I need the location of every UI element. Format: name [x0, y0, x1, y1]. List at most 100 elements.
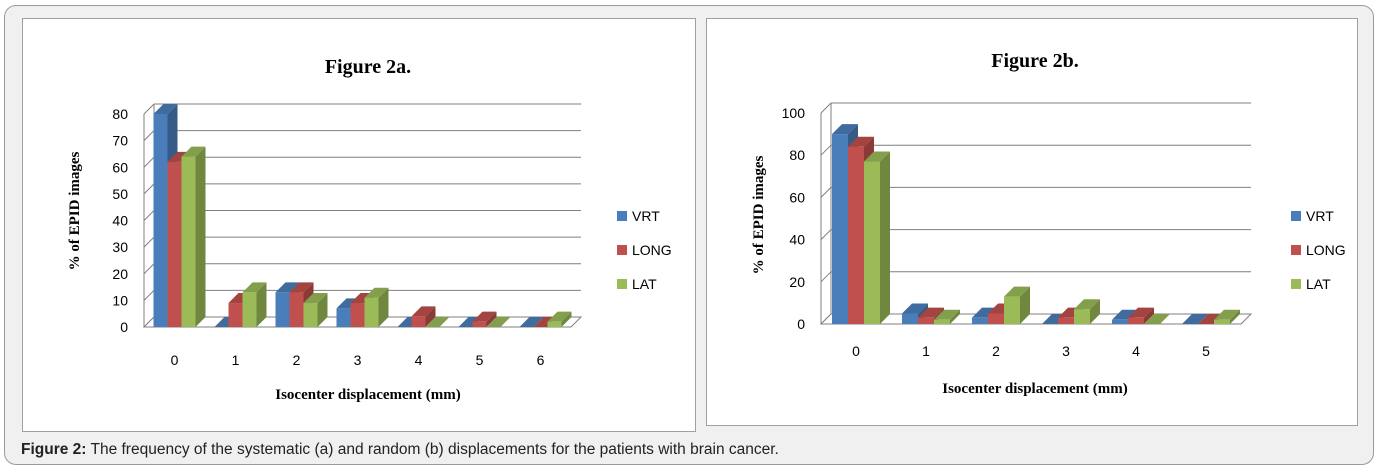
legend-label-long: LONG	[632, 242, 672, 258]
x-tick-label: 0	[852, 343, 860, 359]
bar-front	[364, 297, 379, 327]
x-tick-label: 2	[293, 352, 301, 368]
y-tick-label: 10	[112, 292, 128, 308]
y-tick-label: 100	[782, 105, 806, 121]
legend-label-vrt: VRT	[1306, 208, 1334, 224]
bar-side	[1020, 286, 1030, 324]
bar-top	[934, 309, 960, 320]
x-tick-label: 5	[476, 352, 484, 368]
bar-top	[486, 317, 511, 327]
gridline-side	[143, 183, 155, 195]
bar-side	[1090, 299, 1100, 324]
gridline-side	[143, 236, 155, 248]
bar-top	[1214, 309, 1240, 320]
bar-front	[472, 321, 487, 327]
x-tick-label: 4	[1132, 343, 1140, 359]
gridline-side	[820, 102, 832, 114]
chart-panel-2a: Figure 2a. 0 10 20 30 40 50 60 70 80 0 1 2 3 4 5 6 Isocen…	[22, 18, 696, 432]
x-tick-label: 3	[1062, 343, 1070, 359]
bar-top	[411, 306, 436, 317]
y-tick-label: 0	[797, 316, 805, 332]
chart-title: Figure 2a.	[325, 56, 411, 78]
gridline-side	[143, 130, 155, 141]
y-tick-label: 20	[112, 266, 128, 282]
bar-top	[832, 124, 858, 135]
bar-side	[950, 309, 960, 324]
bar-top	[303, 293, 328, 304]
y-tick-label: 40	[789, 232, 805, 248]
chart-2a: Figure 2a. 0 10 20 30 40 50 60 70 80 0 1 2 3 4 5 6 Isocen…	[67, 56, 672, 403]
figure-caption: Figure 2: The frequency of the systemati…	[21, 441, 779, 459]
y-tick-label: 70	[112, 133, 128, 149]
legend-label-lat: LAT	[1306, 276, 1331, 292]
bar-front	[1214, 319, 1230, 324]
bar-top	[242, 282, 267, 293]
bar-front	[848, 146, 864, 324]
bar-front	[832, 134, 848, 324]
bar-lat-6	[547, 311, 572, 327]
caption-label: Figure 2:	[21, 441, 87, 458]
y-tick-label: 80	[112, 106, 128, 122]
bar-top	[289, 282, 314, 293]
bar-front	[167, 161, 182, 327]
bar-front	[918, 317, 934, 324]
gridline-side	[820, 144, 832, 156]
bar-top	[425, 317, 450, 327]
gridline-side	[143, 156, 155, 168]
bar-side	[256, 282, 267, 327]
bar-side	[425, 306, 436, 327]
bar-side	[486, 311, 497, 327]
legend-swatch-vrt	[1291, 211, 1301, 221]
bar-top	[1144, 314, 1170, 324]
bar-front	[1112, 319, 1128, 324]
bar-front	[275, 292, 290, 327]
bar-front	[1074, 309, 1090, 324]
bar-front	[988, 313, 1004, 324]
bar-top	[472, 311, 497, 322]
bar-top	[547, 311, 572, 322]
bar-long-4	[411, 306, 436, 327]
y-tick-label: 60	[789, 189, 805, 205]
chart-title: Figure 2b.	[991, 50, 1078, 72]
legend-label-vrt: VRT	[632, 208, 660, 224]
bar-front	[547, 321, 562, 327]
bar-lat-1	[934, 309, 960, 324]
bar-top	[848, 136, 874, 147]
bar-lat-2	[303, 293, 328, 327]
gridline-side	[820, 271, 832, 283]
bar-lat-0	[864, 151, 890, 324]
bar-top	[1182, 314, 1208, 324]
bar-lat-4	[1144, 314, 1170, 324]
x-tick-label: 1	[232, 352, 240, 368]
legend-swatch-lat	[617, 279, 627, 289]
chart-2b: Figure 2b. 0 20 40 60 80 100 0 1 2 3 4 5 Isocenter di…	[751, 50, 1346, 397]
bar-long-4	[1128, 307, 1154, 324]
bar-lat-1	[242, 282, 267, 327]
legend-swatch-long	[617, 245, 627, 255]
x-axis-label: Isocenter displacement (mm)	[942, 381, 1128, 397]
bar-top	[1004, 286, 1030, 297]
gridline-side	[143, 210, 155, 221]
bar-front	[972, 317, 988, 324]
gridline-side	[143, 263, 155, 275]
x-tick-label: 3	[354, 352, 362, 368]
legend-swatch-lat	[1291, 279, 1301, 289]
bar-side	[880, 151, 890, 324]
bar-top	[1074, 299, 1100, 310]
bar-front	[902, 313, 918, 324]
y-axis-label: % of EPID images	[751, 155, 767, 274]
legend-label-long: LONG	[1306, 242, 1346, 258]
x-tick-label: 6	[537, 352, 545, 368]
bar-front	[153, 114, 168, 327]
bar-front	[336, 308, 351, 327]
bar-long-5	[472, 311, 497, 327]
x-tick-label: 5	[1202, 343, 1210, 359]
bar-side	[1230, 309, 1240, 324]
legend-swatch-long	[1291, 245, 1301, 255]
y-tick-label: 20	[789, 274, 805, 290]
x-tick-label: 1	[922, 343, 930, 359]
bar-front	[303, 303, 318, 327]
x-tick-label: 4	[415, 352, 423, 368]
bar-front	[1004, 296, 1020, 324]
legend-swatch-vrt	[617, 211, 627, 221]
